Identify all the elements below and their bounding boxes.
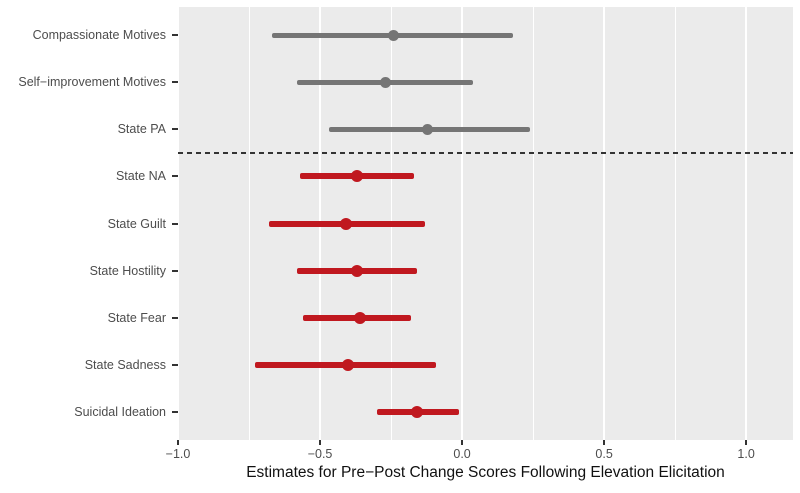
estimate-point (379, 76, 391, 88)
y-axis-label: Self−improvement Motives (18, 75, 166, 90)
estimate-point (350, 170, 363, 183)
y-axis-tick (172, 410, 178, 413)
y-axis-tick (172, 34, 178, 37)
y-axis-tick (172, 128, 178, 131)
x-axis-tick (461, 440, 464, 445)
x-axis-title: Estimates for Pre−Post Change Scores Fol… (246, 464, 725, 481)
y-axis-label: State Fear (107, 310, 166, 325)
major-gridline (603, 7, 606, 440)
minor-gridline (248, 7, 250, 440)
x-axis-tick (319, 440, 322, 445)
major-gridline (745, 7, 748, 440)
x-axis-tick-label: 0.5 (595, 447, 613, 461)
x-axis-tick (603, 440, 606, 445)
estimate-point (350, 264, 363, 277)
y-axis-label: State Guilt (107, 216, 166, 231)
y-axis-tick (172, 175, 178, 178)
plot-panel (177, 7, 793, 440)
major-gridline (461, 7, 464, 440)
y-axis-label: State NA (115, 169, 166, 184)
x-axis-tick (745, 440, 748, 445)
y-axis-label: State PA (117, 122, 166, 137)
y-axis-label: State Hostility (89, 263, 166, 278)
minor-gridline (532, 7, 534, 440)
estimate-point (388, 29, 400, 41)
estimate-point (342, 358, 355, 371)
y-axis-label: Compassionate Motives (32, 28, 166, 43)
estimate-point (410, 405, 423, 418)
y-axis-label: Suicidal Ideation (74, 404, 166, 419)
y-axis-tick (172, 222, 178, 225)
y-axis-tick (172, 269, 178, 272)
estimate-point (353, 311, 366, 324)
estimate-point (422, 123, 434, 135)
major-gridline (177, 7, 179, 440)
x-axis-tick-label: 0.0 (453, 447, 471, 461)
y-axis-label: State Sadness (84, 357, 166, 372)
y-axis-tick (172, 316, 178, 319)
y-axis-tick (172, 363, 178, 366)
estimate-point (339, 217, 352, 230)
y-axis-tick (172, 81, 178, 84)
x-axis-tick-label: −0.5 (307, 447, 333, 461)
group-separator-dashed-line (178, 151, 793, 154)
minor-gridline (674, 7, 676, 440)
x-axis-tick-label: −1.0 (165, 447, 191, 461)
x-axis-tick-label: 1.0 (737, 447, 755, 461)
x-axis-tick (177, 440, 179, 445)
